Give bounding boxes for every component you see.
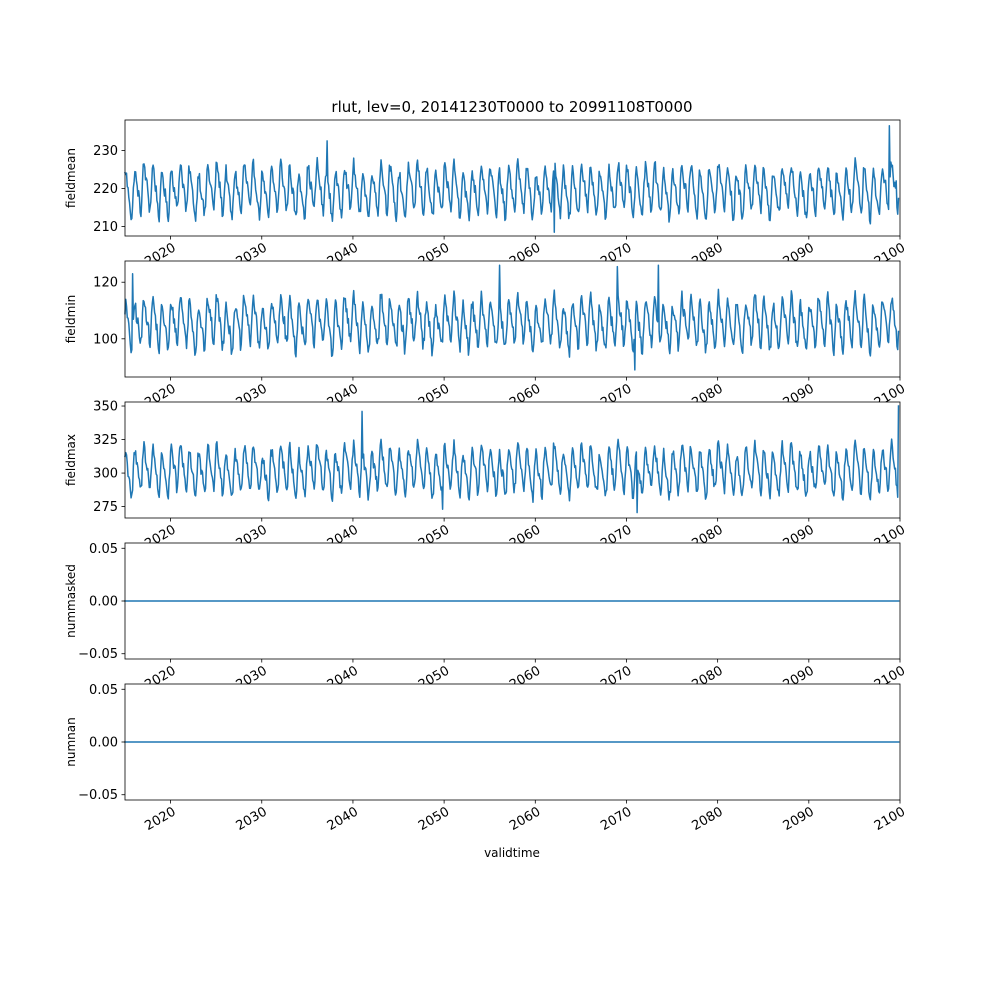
series-line-fieldmean <box>124 124 900 233</box>
x-axis-label: validtime <box>484 846 540 860</box>
series-line-fieldmin <box>124 264 900 371</box>
y-axis-label-fieldmean: fieldmean <box>64 148 78 208</box>
y-tick-label-fieldmin: 100 <box>93 332 118 347</box>
y-tick-label-fieldmean: 230 <box>93 144 118 159</box>
y-axis-label-numnan: numnan <box>64 717 78 766</box>
chart-title: rlut, lev=0, 20141230T0000 to 20991108T0… <box>331 98 692 116</box>
y-tick-label-numnan: −0.05 <box>78 788 118 803</box>
y-tick-label-nummasked: 0.00 <box>89 595 118 610</box>
axes-background-fieldmax <box>124 402 901 518</box>
y-tick-label-fieldmax: 300 <box>93 467 118 482</box>
y-axis-label-fieldmin: fieldmin <box>64 295 78 344</box>
y-tick-label-fieldmin: 120 <box>93 276 118 291</box>
y-tick-label-nummasked: 0.05 <box>89 542 118 557</box>
y-tick-label-fieldmean: 220 <box>93 182 118 197</box>
y-tick-label-fieldmax: 275 <box>93 500 118 515</box>
axes-frame-fieldmean <box>124 119 901 237</box>
y-tick-label-numnan: 0.00 <box>89 736 118 751</box>
y-axis-label-nummasked: nummasked <box>64 564 78 638</box>
axes-frame-fieldmax <box>124 401 901 519</box>
y-tick-label-nummasked: −0.05 <box>78 647 118 662</box>
axes-background-fieldmin <box>124 261 901 377</box>
y-tick-label-fieldmax: 350 <box>93 400 118 415</box>
y-tick-label-numnan: 0.05 <box>89 683 118 698</box>
series-line-fieldmax <box>124 405 900 514</box>
y-tick-label-fieldmax: 325 <box>93 433 118 448</box>
y-tick-label-fieldmean: 210 <box>93 220 118 235</box>
y-axis-label-fieldmax: fieldmax <box>64 434 78 486</box>
axes-frame-fieldmin <box>124 260 901 378</box>
